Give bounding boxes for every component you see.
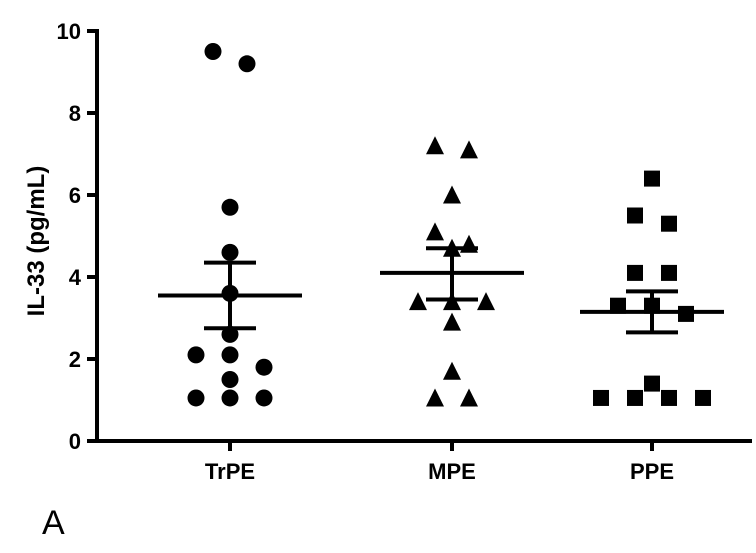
y-tick-label: 6: [69, 183, 81, 208]
data-point-triangle: [443, 185, 461, 204]
x-category-label: PPE: [630, 459, 674, 484]
data-point-square: [661, 215, 677, 232]
data-point-circle: [187, 389, 205, 407]
data-point-triangle: [426, 388, 444, 407]
data-point-circle: [238, 55, 256, 73]
data-point-circle: [221, 198, 239, 216]
x-category-label: TrPE: [205, 459, 255, 484]
y-axis-title: IL-33 (pg/mL): [23, 166, 50, 317]
y-tick-label: 2: [69, 347, 81, 372]
data-point-square: [695, 389, 711, 406]
data-point-triangle: [443, 361, 461, 380]
data-point-circle: [204, 43, 222, 60]
y-tick-label: 0: [69, 429, 81, 454]
data-points: [187, 43, 711, 407]
x-axis: TrPE MPE PPE: [97, 439, 752, 484]
data-point-square: [661, 264, 677, 281]
data-point-square: [593, 389, 609, 406]
data-point-square: [627, 389, 643, 406]
data-point-square: [627, 264, 643, 281]
data-point-triangle: [426, 136, 444, 155]
data-point-circle: [255, 389, 273, 407]
x-category-label: MPE: [428, 459, 476, 484]
data-point-circle: [221, 389, 239, 407]
data-point-circle: [221, 243, 239, 261]
data-point-square: [678, 305, 694, 322]
data-point-circle: [255, 358, 273, 376]
y-tick-label: 10: [57, 19, 81, 44]
data-point-triangle: [477, 292, 495, 311]
mean-sem-bars: [158, 246, 724, 335]
data-point-square: [610, 297, 626, 314]
data-point-triangle: [460, 388, 478, 407]
data-point-square: [627, 207, 643, 224]
data-point-circle: [187, 346, 205, 364]
data-point-square: [644, 375, 660, 392]
data-point-triangle: [426, 222, 444, 241]
y-tick-label: 8: [69, 101, 81, 126]
data-point-circle: [221, 346, 239, 364]
y-tick-label: 4: [69, 265, 82, 290]
data-point-triangle: [409, 292, 427, 311]
y-axis: 0 2 4 6 8 10: [57, 19, 99, 454]
data-point-triangle: [443, 312, 461, 331]
data-point-circle: [221, 371, 239, 388]
panel-label: A: [42, 504, 65, 542]
data-point-square: [661, 389, 677, 406]
data-point-square: [644, 170, 660, 187]
data-point-triangle: [460, 140, 478, 159]
